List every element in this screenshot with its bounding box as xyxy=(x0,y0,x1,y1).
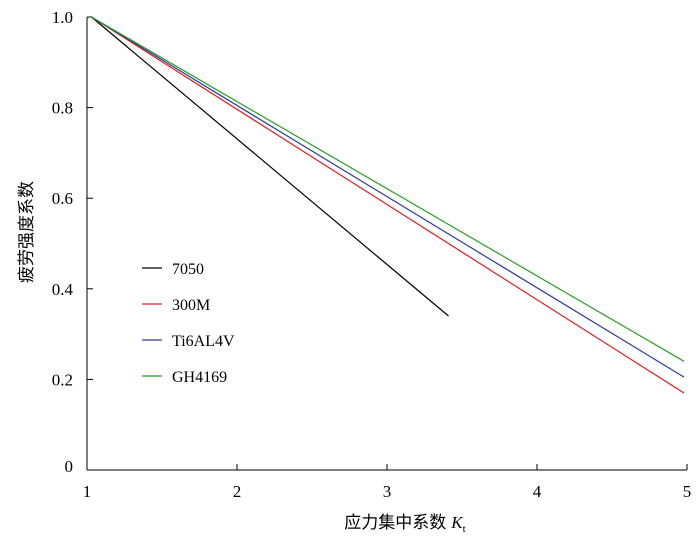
series-line-7050 xyxy=(91,16,449,317)
y-tick-label: 0.4 xyxy=(52,280,74,299)
x-axis-subscript: t xyxy=(463,523,466,535)
y-axis-title: 疲劳强度系数 xyxy=(17,181,36,283)
x-tick-label: 3 xyxy=(383,482,392,501)
x-axis-title: 应力集中系数 Kt xyxy=(344,513,465,535)
legend-label: GH4169 xyxy=(172,369,227,386)
legend: 7050 300M Ti6AL4V GH4169 xyxy=(142,261,235,386)
series-line-300m xyxy=(91,16,685,394)
y-tick-label: 0.8 xyxy=(52,99,73,118)
x-axis-symbol: K xyxy=(450,513,464,532)
series-lines xyxy=(91,16,685,394)
legend-label: Ti6AL4V xyxy=(172,333,235,350)
x-tick-label: 5 xyxy=(683,482,692,501)
axes xyxy=(86,17,687,471)
x-axis-title-text: 应力集中系数 xyxy=(344,513,446,532)
y-tick-label: 0.2 xyxy=(52,370,73,389)
legend-label: 300M xyxy=(172,297,210,314)
series-line-ti6al4v xyxy=(91,16,685,378)
x-ticks: 1 2 3 4 5 xyxy=(83,464,692,501)
y-tick-label: 0.6 xyxy=(52,189,73,208)
x-tick-label: 4 xyxy=(533,482,542,501)
x-tick-label: 1 xyxy=(83,482,92,501)
y-ticks: 0 0.2 0.4 0.6 0.8 1.0 xyxy=(52,8,93,476)
series-line-gh4169 xyxy=(91,16,685,362)
x-tick-label: 2 xyxy=(233,482,242,501)
y-tick-label: 1.0 xyxy=(52,8,73,27)
y-tick-label: 0 xyxy=(65,457,74,476)
legend-label: 7050 xyxy=(172,261,204,278)
